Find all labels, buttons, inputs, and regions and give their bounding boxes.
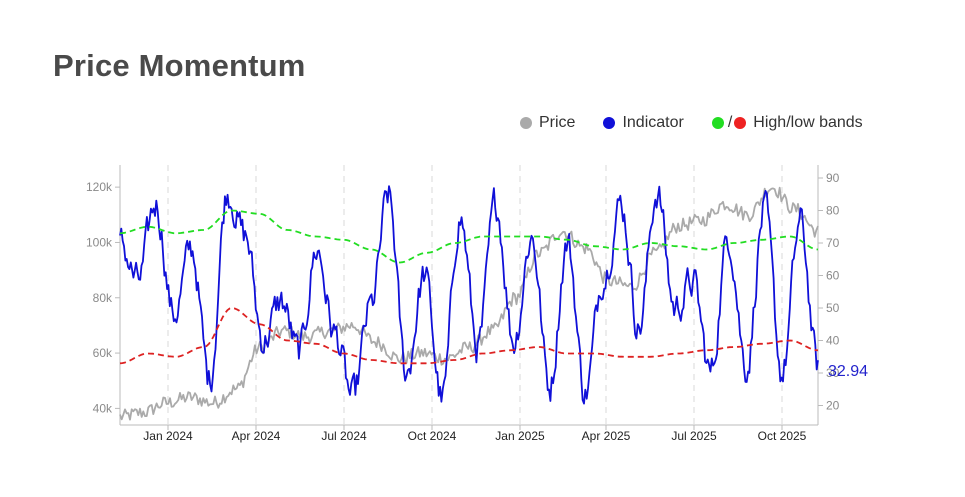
legend-slash: / xyxy=(727,114,733,131)
grid xyxy=(167,165,783,425)
right-tick-label-6: 80 xyxy=(826,204,840,218)
x-tick-label-1: Apr 2024 xyxy=(232,429,281,443)
legend-item-price[interactable]: Price xyxy=(520,114,575,132)
legend-label-indicator: Indicator xyxy=(622,114,684,131)
legend: Price Indicator / High/low bands xyxy=(520,114,863,132)
right-tick-label-0: 20 xyxy=(826,399,840,413)
legend-label-price: Price xyxy=(539,114,576,131)
left-tick-label-2: 80k xyxy=(93,291,113,305)
right-tick-label-3: 50 xyxy=(826,301,840,315)
legend-item-indicator[interactable]: Indicator xyxy=(603,114,684,132)
last-value-label: 32.94 xyxy=(828,363,868,380)
x-tick-label-7: Oct 2025 xyxy=(758,429,807,443)
high-band-dot-icon xyxy=(711,117,724,129)
x-tick-label-0: Jan 2024 xyxy=(143,429,193,443)
x-tick-label-5: Apr 2025 xyxy=(582,429,631,443)
x-tick-label-6: Jul 2025 xyxy=(671,429,717,443)
left-tick-label-0: 40k xyxy=(93,401,113,415)
legend-label-bands: High/low bands xyxy=(753,114,863,131)
axes xyxy=(115,165,823,430)
right-tick-label-4: 60 xyxy=(826,269,840,283)
x-tick-label-4: Jan 2025 xyxy=(495,429,545,443)
series-line-indicator xyxy=(119,185,819,405)
low-band-dot-icon xyxy=(734,117,747,129)
price-dot-icon xyxy=(520,117,532,129)
x-tick-label-3: Oct 2024 xyxy=(408,429,457,443)
indicator-dot-icon xyxy=(603,117,616,129)
right-tick-label-5: 70 xyxy=(826,236,840,250)
right-tick-label-2: 40 xyxy=(826,334,840,348)
series-line-price xyxy=(119,186,819,421)
labels-layer: 40k 60k 80k 100k 120k 20 30 40 50 60 70 80 90 Jan 202… xyxy=(86,171,868,443)
series-line-high-band xyxy=(119,209,819,264)
series-line-low-band xyxy=(119,307,819,365)
left-tick-label-3: 100k xyxy=(86,235,113,249)
right-tick-label-1: 30 xyxy=(826,366,840,380)
legend-item-bands[interactable]: / High/low bands xyxy=(711,114,863,132)
series-layer xyxy=(119,185,819,421)
chart-title: Price Momentum xyxy=(53,48,306,83)
left-tick-label-1: 60k xyxy=(93,346,113,360)
left-tick-label-4: 120k xyxy=(86,180,113,194)
x-tick-label-2: Jul 2024 xyxy=(321,429,367,443)
right-tick-label-7: 90 xyxy=(826,171,840,185)
